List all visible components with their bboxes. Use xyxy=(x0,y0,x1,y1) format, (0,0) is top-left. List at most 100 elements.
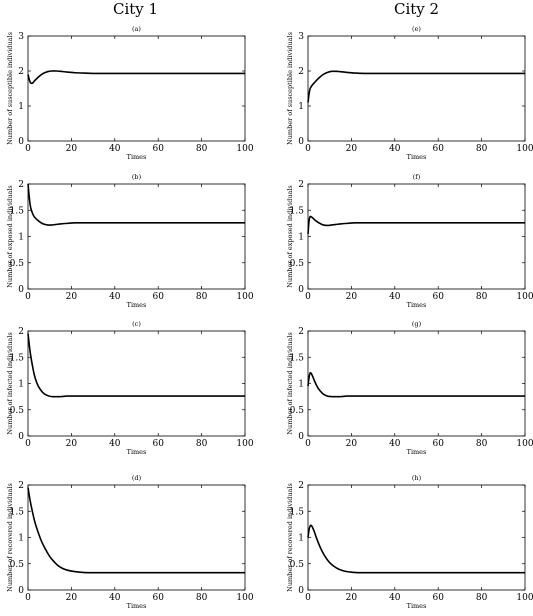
column-title-city-2: City 2 xyxy=(394,0,440,18)
x-axis-label: Times xyxy=(407,602,427,610)
panel-c: (c) 0 20 40 60 80 100 0 0.5 1 1.5 2 Times Number of i… xyxy=(6,320,254,456)
y-tick-label: 1 xyxy=(298,233,304,243)
y-tick-label: 1.5 xyxy=(10,507,25,517)
x-tick-label: 20 xyxy=(66,144,78,154)
y-tick-label: 2 xyxy=(18,481,24,491)
x-tick-label: 100 xyxy=(236,593,253,603)
axes-frame xyxy=(27,183,246,290)
x-tick-label: 20 xyxy=(346,144,358,154)
y-tick-label: 0.5 xyxy=(290,406,305,416)
x-axis-label: Times xyxy=(127,448,147,456)
y-tick-label: 1 xyxy=(298,534,304,544)
x-tick-label: 40 xyxy=(109,144,121,154)
x-tick-label: 40 xyxy=(109,593,121,603)
x-tick-label: 40 xyxy=(389,439,401,449)
column-title-city-1: City 1 xyxy=(113,0,159,18)
panel-label: (c) xyxy=(132,320,141,328)
x-tick-label: 100 xyxy=(236,292,253,302)
x-tick-label: 20 xyxy=(346,439,358,449)
panel-label: (g) xyxy=(412,320,422,328)
x-tick-label: 0 xyxy=(25,292,31,302)
x-tick-label: 40 xyxy=(389,144,401,154)
x-tick-label: 20 xyxy=(66,292,78,302)
y-tick-label: 0 xyxy=(18,586,24,596)
y-tick-label: 2 xyxy=(18,327,24,337)
series-line xyxy=(307,215,525,234)
y-tick-label: 0 xyxy=(298,137,304,147)
panel-h: (h) 0 20 40 60 80 100 0 0.5 1 1.5 2 Times Number of r… xyxy=(286,474,533,610)
x-tick-label: 40 xyxy=(389,292,401,302)
y-axis-label: Number of exposed individuals xyxy=(286,185,294,288)
x-tick-label: 0 xyxy=(305,144,311,154)
y-tick-label: 1 xyxy=(18,233,24,243)
x-tick-label: 60 xyxy=(152,292,164,302)
x-tick-label: 60 xyxy=(152,593,164,603)
x-tick-label: 80 xyxy=(476,593,488,603)
x-tick-label: 0 xyxy=(25,593,31,603)
x-tick-label: 100 xyxy=(516,439,533,449)
y-tick-label: 1.5 xyxy=(10,206,25,216)
x-tick-label: 80 xyxy=(196,439,208,449)
x-axis-label: Times xyxy=(127,153,147,161)
x-tick-label: 80 xyxy=(476,292,488,302)
y-axis-label: Number of recovered individuals xyxy=(286,483,294,592)
y-tick-label: 0.5 xyxy=(290,259,305,269)
y-tick-label: 0 xyxy=(18,432,24,442)
y-tick-label: 0.5 xyxy=(10,406,25,416)
x-tick-label: 0 xyxy=(25,439,31,449)
y-tick-label: 0.5 xyxy=(10,560,25,570)
y-axis-label: Number of recovered individuals xyxy=(6,483,14,592)
y-tick-label: 1.5 xyxy=(290,353,305,363)
panel-label: (a) xyxy=(132,25,141,33)
x-tick-label: 80 xyxy=(476,439,488,449)
x-tick-label: 20 xyxy=(66,593,78,603)
x-tick-label: 60 xyxy=(432,593,444,603)
y-axis-label: Number of susceptible individuals xyxy=(286,32,294,145)
panel-label: (e) xyxy=(412,25,421,33)
x-tick-label: 0 xyxy=(305,439,311,449)
y-tick-label: 1 xyxy=(298,380,304,390)
x-tick-label: 0 xyxy=(305,292,311,302)
series-line xyxy=(27,70,245,85)
axes-frame xyxy=(27,484,246,591)
axes-frame xyxy=(307,183,526,290)
x-tick-label: 100 xyxy=(516,144,533,154)
y-tick-label: 0 xyxy=(18,137,24,147)
x-tick-label: 0 xyxy=(25,144,31,154)
x-tick-label: 20 xyxy=(346,292,358,302)
y-tick-label: 1.5 xyxy=(290,206,305,216)
y-tick-label: 2 xyxy=(18,180,24,190)
y-tick-label: 0.5 xyxy=(10,259,25,269)
y-tick-label: 0 xyxy=(18,285,24,295)
x-tick-label: 100 xyxy=(516,593,533,603)
panel-e: (e) 0 20 40 60 80 100 0 1 2 3 Times Number of suscep… xyxy=(286,25,533,161)
y-tick-label: 2 xyxy=(298,67,304,77)
y-axis-label: Number of infected individuals xyxy=(286,332,294,434)
panel-b: (b) 0 20 40 60 80 100 0 0.5 1 1.5 2 Times Number of e… xyxy=(6,173,254,309)
y-tick-label: 0.5 xyxy=(290,560,305,570)
axes-frame xyxy=(307,330,526,437)
y-tick-label: 2 xyxy=(18,67,24,77)
y-tick-label: 1 xyxy=(18,380,24,390)
y-tick-label: 2 xyxy=(298,327,304,337)
y-tick-label: 2 xyxy=(298,180,304,190)
series-line xyxy=(27,183,245,226)
panel-g: (g) 0 20 40 60 80 100 0 0.5 1 1.5 2 Times Number of i… xyxy=(286,320,533,456)
x-tick-label: 80 xyxy=(196,593,208,603)
series-line xyxy=(27,487,245,574)
panel-d: (d) 0 20 40 60 80 100 0 0.5 1 1.5 2 Times Number of r… xyxy=(6,474,254,610)
y-axis-label: Number of susceptible individuals xyxy=(6,32,14,145)
x-tick-label: 100 xyxy=(236,144,253,154)
axes-frame xyxy=(27,330,246,437)
panel-label: (d) xyxy=(132,474,142,482)
axes-frame xyxy=(307,35,526,142)
x-tick-label: 40 xyxy=(109,439,121,449)
x-tick-label: 100 xyxy=(516,292,533,302)
series-line xyxy=(307,524,525,574)
y-tick-label: 1.5 xyxy=(290,507,305,517)
x-axis-label: Times xyxy=(407,301,427,309)
x-axis-label: Times xyxy=(127,602,147,610)
y-tick-label: 3 xyxy=(298,32,304,42)
y-axis-label: Number of infected individuals xyxy=(6,332,14,434)
